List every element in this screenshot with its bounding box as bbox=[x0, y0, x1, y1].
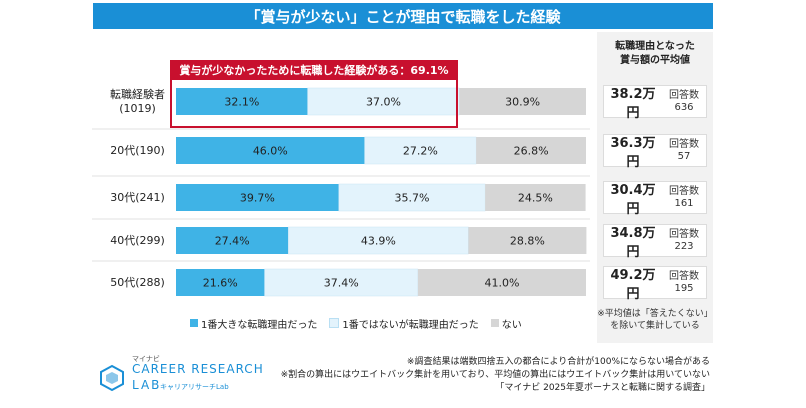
average-row: 38.2万円 回答数 636 bbox=[603, 85, 707, 121]
footnote-3: 「マイナビ 2025年夏ボーナスと転職に関する調査」 bbox=[495, 383, 710, 393]
career-research-lab-logo-icon bbox=[100, 364, 124, 392]
bar-data-label: 28.8% bbox=[510, 235, 545, 248]
bar-data-label: 35.7% bbox=[394, 192, 429, 205]
category-label: 30代(241) bbox=[110, 190, 165, 204]
bar-segment bbox=[288, 226, 469, 255]
bar-data-label: 39.7% bbox=[240, 192, 275, 205]
legend-item: ない bbox=[490, 316, 522, 331]
response-count-value: 636 bbox=[674, 101, 694, 113]
response-count-label: 回答数 bbox=[669, 185, 699, 197]
logo-lab-text: LAB bbox=[132, 378, 162, 392]
average-panel-header: 転職理由となった 賞与額の平均値 bbox=[597, 40, 713, 68]
bar-data-label: 21.6% bbox=[203, 277, 238, 290]
response-count-value: 161 bbox=[674, 197, 694, 209]
average-row: 49.2万円 回答数 195 bbox=[603, 266, 707, 302]
category-label: 転職経験者 (1019) bbox=[110, 87, 165, 115]
legend-label: ない bbox=[501, 319, 522, 331]
average-row: 36.3万円 回答数 57 bbox=[603, 134, 707, 170]
logo-jp-text: キャリアリサーチLab bbox=[160, 383, 229, 391]
bar-segment bbox=[485, 184, 586, 211]
bar-data-label: 24.5% bbox=[518, 192, 553, 205]
footnote-1: ※調査結果は端数四捨五入の都合により合計が100%にならない場合がある bbox=[406, 357, 710, 367]
average-amount: 36.3万円 bbox=[610, 135, 656, 170]
footnote-2: ※割合の算出にはウエイトバック集計を用いており、平均値の算出にはウエイトバック集… bbox=[280, 370, 710, 380]
response-count: 回答数 57 bbox=[662, 139, 706, 163]
average-amount: 30.4万円 bbox=[610, 182, 656, 217]
bar-data-label: 27.4% bbox=[215, 235, 250, 248]
logo-sub-text: マイナビ bbox=[132, 355, 160, 363]
bar-data-label: 30.9% bbox=[505, 96, 540, 109]
bar-segment bbox=[307, 87, 460, 116]
bar-segment bbox=[459, 88, 586, 115]
bar-data-label: 46.0% bbox=[253, 145, 288, 158]
bar-segment bbox=[468, 227, 587, 254]
legend-label: 1番大きな転職理由だった bbox=[201, 319, 318, 331]
legend-swatch bbox=[190, 319, 198, 327]
bar-data-label: 43.9% bbox=[361, 235, 396, 248]
bar-data-label: 41.0% bbox=[484, 277, 519, 290]
bar-segment bbox=[176, 88, 308, 115]
bar-segment bbox=[264, 268, 419, 297]
response-count-label: 回答数 bbox=[669, 138, 699, 150]
average-note: ※平均値は「答えたくない」 を除いて集計している bbox=[597, 309, 713, 331]
average-amount: 38.2万円 bbox=[610, 86, 656, 121]
category-label: 40代(299) bbox=[110, 233, 165, 247]
highlight-label: 賞与が少なかったために転職した経験がある：69.1% bbox=[170, 60, 458, 80]
response-count-value: 223 bbox=[674, 240, 694, 252]
legend-item: 1番大きな転職理由だった bbox=[190, 316, 317, 331]
bar-segment bbox=[176, 184, 339, 211]
average-row: 30.4万円 回答数 161 bbox=[603, 181, 707, 217]
bar-data-label: 27.2% bbox=[403, 145, 438, 158]
average-amount: 49.2万円 bbox=[610, 267, 656, 302]
response-count-label: 回答数 bbox=[669, 270, 699, 282]
average-row: 34.8万円 回答数 223 bbox=[603, 224, 707, 260]
response-count: 回答数 636 bbox=[662, 90, 706, 114]
legend-label: 1番ではないが転職理由だった bbox=[342, 319, 479, 331]
logo-main-text: CAREER RESEARCH bbox=[132, 362, 264, 376]
legend-item: 1番ではないが転職理由だった bbox=[329, 316, 479, 331]
bar-segment bbox=[338, 183, 486, 212]
bar-data-label: 32.1% bbox=[224, 96, 259, 109]
response-count-label: 回答数 bbox=[669, 228, 699, 240]
response-count: 回答数 195 bbox=[662, 271, 706, 295]
response-count: 回答数 161 bbox=[662, 186, 706, 210]
average-amount: 34.8万円 bbox=[610, 225, 656, 260]
bar-segment bbox=[176, 269, 265, 296]
category-label: 50代(288) bbox=[110, 275, 165, 289]
legend-swatch bbox=[329, 318, 340, 328]
legend-swatch bbox=[490, 319, 499, 327]
chart-title: 「賞与が少ない」ことが理由で転職をした経験 bbox=[93, 3, 713, 29]
response-count-value: 57 bbox=[677, 150, 691, 162]
bar-data-label: 37.4% bbox=[324, 277, 359, 290]
bar-segment bbox=[364, 136, 477, 165]
bar-segment bbox=[476, 137, 586, 164]
category-label: 20代(190) bbox=[110, 143, 165, 157]
average-panel-header-text: 転職理由となった 賞与額の平均値 bbox=[615, 41, 695, 66]
bar-data-label: 26.8% bbox=[514, 145, 549, 158]
bar-segment bbox=[176, 227, 289, 254]
bar-segment bbox=[417, 269, 586, 296]
response-count: 回答数 223 bbox=[662, 229, 706, 253]
bar-segment bbox=[176, 137, 365, 164]
response-count-label: 回答数 bbox=[669, 89, 699, 101]
chart-legend: 1番大きな転職理由だった 1番ではないが転職理由だった ない bbox=[190, 316, 522, 331]
bar-data-label: 37.0% bbox=[366, 96, 401, 109]
response-count-value: 195 bbox=[674, 282, 694, 294]
